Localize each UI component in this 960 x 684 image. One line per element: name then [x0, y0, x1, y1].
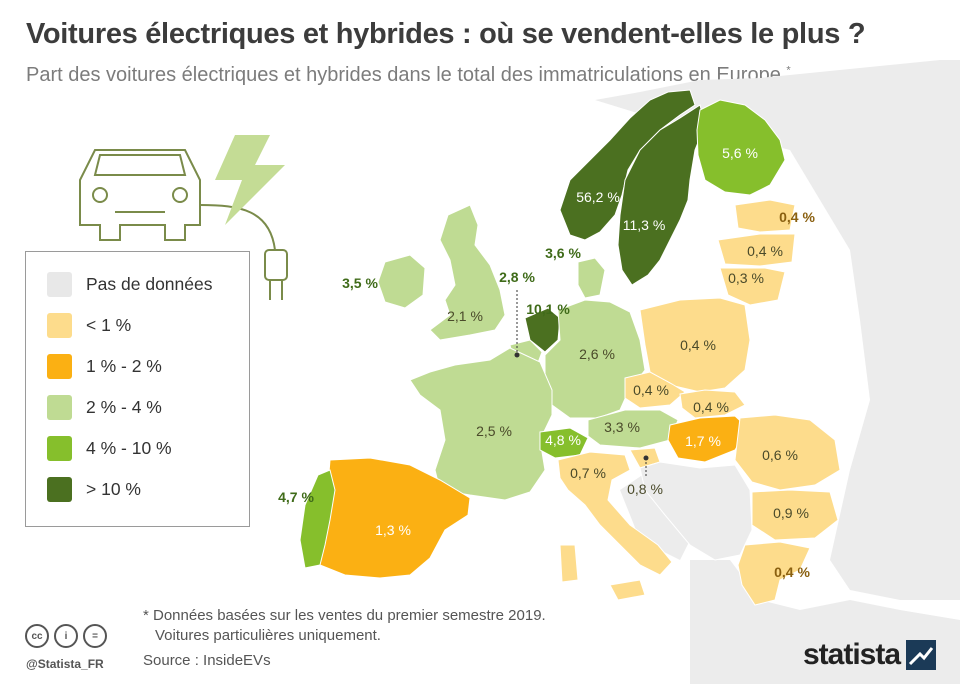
label-latvia: 0,4 %	[747, 243, 783, 259]
legend-swatch	[47, 271, 72, 297]
lightning-icon	[215, 135, 285, 225]
cc-icon[interactable]: cc	[25, 624, 49, 648]
label-slovakia: 0,4 %	[693, 399, 729, 415]
label-belgium: 2,8 %	[499, 269, 535, 285]
legend-swatch	[47, 394, 72, 420]
country-latvia[interactable]	[717, 233, 796, 267]
country-italy-sardinia[interactable]	[559, 544, 579, 583]
country-ireland[interactable]	[377, 254, 426, 309]
license-icons: cc i =	[25, 624, 107, 648]
statista-logo[interactable]: statista	[803, 638, 937, 672]
label-norway: 56,2 %	[576, 189, 620, 205]
slovenia-pointer-dot	[643, 455, 649, 461]
label-sweden: 11,3 %	[622, 217, 666, 233]
country-portugal[interactable]	[299, 469, 336, 569]
legend-item-1-2: 1 % - 2 %	[47, 352, 162, 380]
footnote-line-1: * Données basées sur les ventes du premi…	[143, 607, 546, 624]
legend-swatch	[47, 312, 72, 338]
electric-car-icon	[79, 149, 288, 300]
legend-label: Pas de données	[86, 273, 213, 294]
legend-swatch	[47, 476, 72, 502]
label-austria: 3,3 %	[604, 419, 640, 435]
country-netherlands[interactable]	[524, 307, 561, 353]
subtitle-text: Part des voitures électriques et hybride…	[26, 64, 781, 86]
legend-item-lt1: < 1 %	[47, 311, 131, 339]
country-bulgaria[interactable]	[751, 489, 839, 541]
label-slovenia: 0,8 %	[627, 481, 663, 497]
legend-item-gt10: > 10 %	[47, 475, 141, 503]
country-uk[interactable]	[429, 204, 506, 341]
attribution-icon[interactable]: i	[54, 624, 78, 648]
twitter-handle[interactable]: @Statista_FR	[26, 657, 104, 671]
label-bulgaria: 0,9 %	[773, 505, 809, 521]
label-ireland: 3,5 %	[342, 275, 378, 291]
footnote: * Données basées sur les ventes du premi…	[143, 606, 546, 646]
label-netherlands: 10,1 %	[526, 301, 570, 317]
legend-label: < 1 %	[86, 314, 132, 335]
subtitle-footnote-mark: *	[786, 64, 791, 77]
label-poland: 0,4 %	[680, 337, 716, 353]
legend-item-2-4: 2 % - 4 %	[47, 393, 162, 421]
legend-item-4-10: 4 % - 10 %	[47, 434, 172, 462]
label-czechia: 0,4 %	[633, 382, 669, 398]
country-norway[interactable]	[559, 89, 696, 241]
country-italy-sicily[interactable]	[609, 579, 646, 601]
country-sweden[interactable]	[617, 104, 706, 286]
country-poland[interactable]	[639, 297, 751, 393]
legend-label: 4 % - 10 %	[86, 437, 172, 458]
legend-label: 2 % - 4 %	[86, 396, 162, 417]
no-data-balkans	[639, 461, 753, 561]
label-hungary: 1,7 %	[685, 433, 721, 449]
country-greece[interactable]	[737, 541, 811, 606]
country-slovakia[interactable]	[679, 389, 746, 419]
legend-label: 1 % - 2 %	[86, 355, 162, 376]
chart-subtitle: Part des voitures électriques et hybride…	[26, 64, 791, 87]
legend: Pas de données < 1 % 1 % - 2 % 2 % - 4 %…	[25, 251, 250, 527]
country-finland[interactable]	[696, 99, 786, 196]
country-romania[interactable]	[734, 414, 841, 491]
label-spain: 1,3 %	[375, 522, 411, 538]
label-greece: 0,4 %	[774, 564, 810, 580]
source-text: Source : InsideEVs	[143, 652, 271, 669]
brand-name: statista	[803, 638, 901, 671]
label-finland: 5,6 %	[722, 145, 758, 161]
statista-icon	[906, 640, 937, 670]
label-france: 2,5 %	[476, 423, 512, 439]
label-italy: 0,7 %	[570, 465, 606, 481]
label-portugal: 4,7 %	[278, 489, 314, 505]
chart-title: Voitures électriques et hybrides : où se…	[26, 18, 866, 50]
legend-label: > 10 %	[86, 478, 141, 499]
country-estonia[interactable]	[734, 199, 796, 233]
country-italy[interactable]	[557, 451, 673, 576]
legend-swatch	[47, 353, 72, 379]
label-denmark: 3,6 %	[545, 245, 581, 261]
label-uk: 2,1 %	[447, 308, 483, 324]
country-denmark[interactable]	[577, 257, 606, 299]
no-derivatives-icon[interactable]: =	[83, 624, 107, 648]
label-switzerland: 4,8 %	[545, 432, 581, 448]
label-lithuania: 0,3 %	[728, 270, 764, 286]
country-hungary[interactable]	[667, 415, 749, 463]
belgium-pointer-dot	[514, 352, 520, 358]
label-estonia: 0,4 %	[779, 209, 815, 225]
legend-item-no-data: Pas de données	[47, 270, 213, 298]
label-romania: 0,6 %	[762, 447, 798, 463]
footnote-line-2: Voitures particulières uniquement.	[155, 627, 381, 644]
country-czechia[interactable]	[624, 371, 686, 409]
country-lithuania[interactable]	[719, 267, 786, 306]
country-france[interactable]	[409, 347, 553, 501]
label-germany: 2,6 %	[579, 346, 615, 362]
legend-swatch	[47, 435, 72, 461]
country-germany[interactable]	[544, 299, 646, 419]
